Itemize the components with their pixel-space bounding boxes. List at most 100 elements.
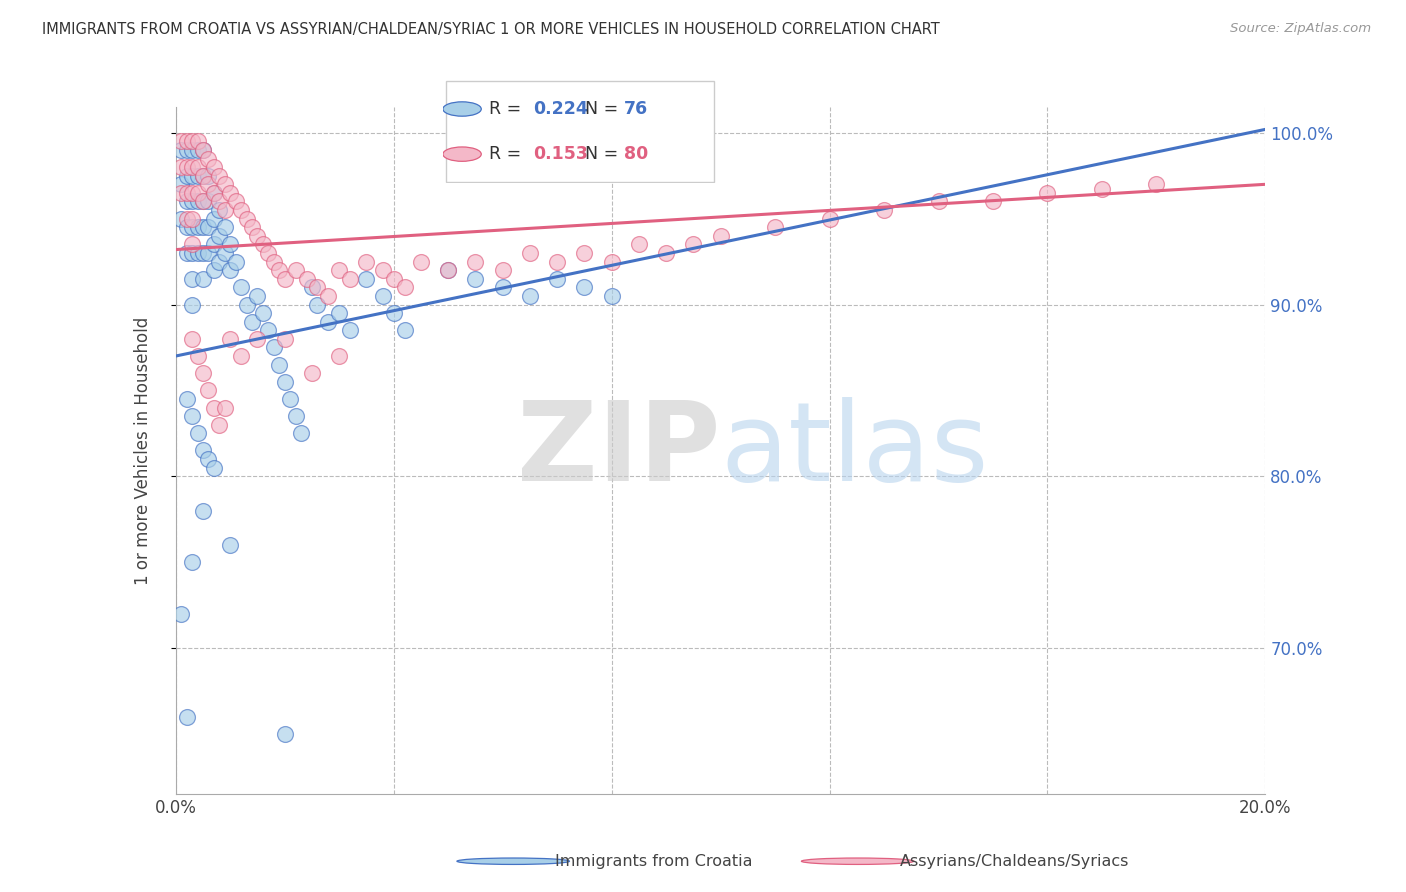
Point — [176, 169, 198, 183]
Point — [186, 134, 209, 148]
Text: 0.153: 0.153 — [533, 145, 588, 163]
Point — [170, 134, 193, 148]
FancyBboxPatch shape — [446, 81, 714, 182]
Point — [191, 169, 214, 183]
Point — [263, 340, 285, 354]
Point — [191, 194, 214, 209]
Point — [318, 289, 340, 303]
Point — [208, 194, 231, 209]
Point — [263, 254, 285, 268]
Point — [181, 211, 204, 226]
Point — [214, 202, 236, 217]
Point — [181, 143, 204, 157]
Point — [176, 160, 198, 174]
Point — [197, 246, 219, 260]
Y-axis label: 1 or more Vehicles in Household: 1 or more Vehicles in Household — [134, 317, 152, 584]
Point — [191, 194, 214, 209]
Point — [274, 271, 297, 285]
Point — [328, 306, 350, 320]
Point — [492, 280, 515, 294]
Point — [219, 263, 242, 277]
Point — [214, 246, 236, 260]
Point — [274, 375, 297, 389]
Point — [191, 443, 214, 458]
Point — [240, 315, 263, 329]
Point — [202, 237, 225, 252]
Point — [186, 426, 209, 441]
Point — [269, 263, 291, 277]
Text: R =: R = — [489, 145, 527, 163]
Point — [176, 246, 198, 260]
Point — [176, 134, 198, 148]
Point — [191, 143, 214, 157]
Point — [356, 271, 378, 285]
Point — [981, 194, 1004, 209]
Point — [176, 220, 198, 235]
Text: atlas: atlas — [721, 397, 988, 504]
Point — [437, 263, 460, 277]
Point — [186, 143, 209, 157]
Point — [873, 202, 896, 217]
Point — [246, 228, 269, 243]
Point — [186, 160, 209, 174]
Text: Source: ZipAtlas.com: Source: ZipAtlas.com — [1230, 22, 1371, 36]
Point — [546, 254, 568, 268]
Point — [257, 323, 280, 337]
Point — [208, 417, 231, 432]
Point — [328, 349, 350, 363]
Point — [191, 503, 214, 517]
Point — [269, 358, 291, 372]
Point — [284, 263, 307, 277]
Point — [176, 211, 198, 226]
Point — [219, 538, 242, 552]
Point — [176, 709, 198, 723]
Point — [186, 349, 209, 363]
Point — [371, 289, 394, 303]
Point — [437, 263, 460, 277]
Circle shape — [443, 102, 481, 116]
Point — [1036, 186, 1059, 200]
Point — [257, 246, 280, 260]
Point — [181, 134, 204, 148]
Point — [235, 297, 257, 311]
Point — [186, 194, 209, 209]
Text: N =: N = — [585, 145, 624, 163]
Point — [231, 280, 253, 294]
Point — [225, 194, 247, 209]
Point — [176, 143, 198, 157]
Point — [214, 220, 236, 235]
Point — [356, 254, 378, 268]
Circle shape — [801, 858, 914, 864]
Point — [208, 202, 231, 217]
Point — [214, 401, 236, 415]
Point — [231, 349, 253, 363]
Point — [328, 263, 350, 277]
Point — [202, 211, 225, 226]
Point — [274, 332, 297, 346]
Point — [627, 237, 650, 252]
Point — [382, 306, 405, 320]
Text: 0.224: 0.224 — [533, 100, 588, 118]
Point — [202, 263, 225, 277]
Point — [307, 280, 329, 294]
Point — [1091, 182, 1114, 196]
Point — [219, 237, 242, 252]
Point — [252, 306, 274, 320]
Point — [682, 237, 704, 252]
Point — [546, 271, 568, 285]
Point — [181, 194, 204, 209]
Point — [208, 228, 231, 243]
Text: 80: 80 — [624, 145, 648, 163]
Point — [763, 220, 786, 235]
Point — [284, 409, 307, 423]
Point — [170, 160, 193, 174]
Point — [301, 280, 323, 294]
Point — [318, 315, 340, 329]
Point — [197, 194, 219, 209]
Point — [214, 178, 236, 192]
Point — [170, 186, 193, 200]
Point — [928, 194, 950, 209]
Point — [176, 194, 198, 209]
Point — [186, 186, 209, 200]
Point — [600, 254, 623, 268]
